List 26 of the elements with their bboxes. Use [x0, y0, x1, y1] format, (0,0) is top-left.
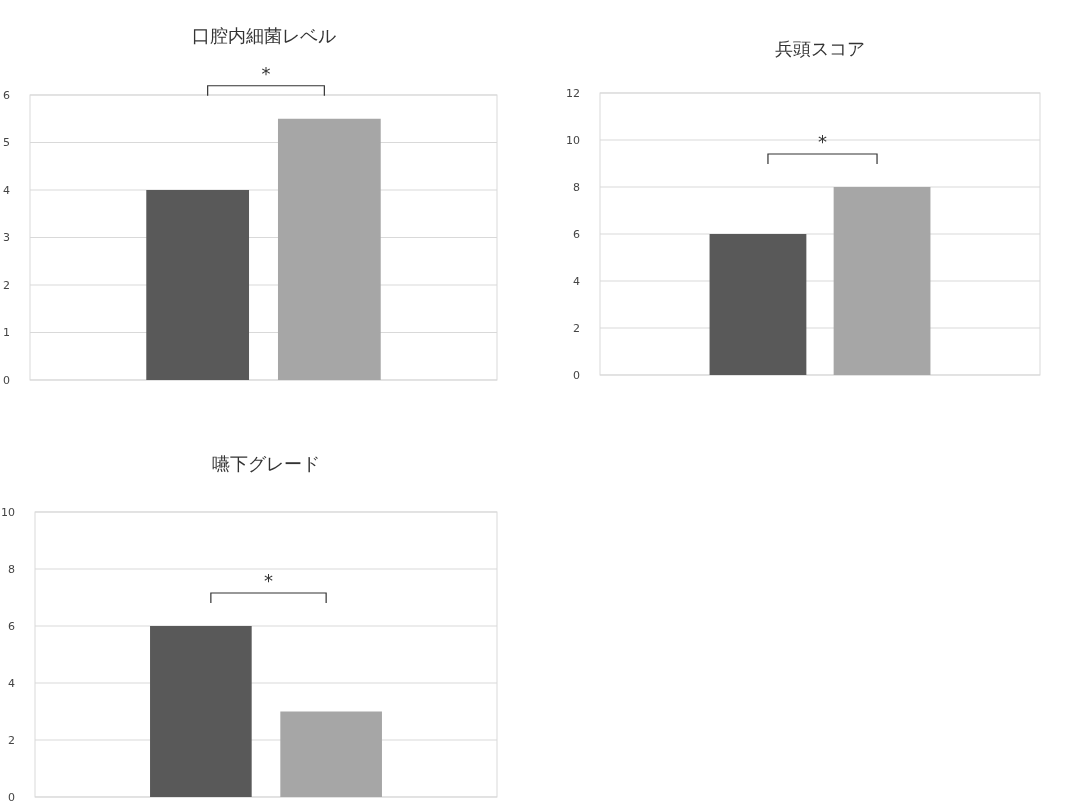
y-tick-label: 12 [566, 86, 580, 100]
y-tick-label: 0 [3, 373, 10, 387]
y-tick-label: 8 [573, 180, 580, 194]
y-tick-label: 0 [8, 790, 15, 804]
y-tick-label: 0 [573, 368, 580, 382]
y-tick-label: 4 [8, 676, 15, 690]
y-tick-label: 6 [573, 227, 580, 241]
y-tick-label: 2 [3, 278, 10, 292]
chart-title: 兵頭スコア [775, 38, 865, 59]
y-tick-label: 4 [573, 274, 580, 288]
y-tick-label: 2 [8, 733, 15, 747]
y-tick-label: 3 [3, 231, 10, 245]
y-tick-label: 6 [8, 619, 15, 633]
chart-title: 口腔内細菌レベル [191, 25, 336, 46]
chart-title: 嚥下グレード [212, 453, 320, 474]
annotation: * [818, 131, 827, 152]
y-tick-label: 1 [3, 326, 10, 340]
y-tick-label: 10 [1, 505, 15, 519]
y-tick-label: 6 [3, 88, 10, 102]
y-tick-label: 4 [3, 183, 10, 197]
y-tick-label: 2 [573, 321, 580, 335]
y-tick-label: 5 [3, 136, 10, 150]
y-tick-label: 8 [8, 562, 15, 576]
annotation: * [264, 570, 273, 591]
text: * [261, 62, 271, 84]
y-tick-label: 10 [566, 133, 580, 147]
